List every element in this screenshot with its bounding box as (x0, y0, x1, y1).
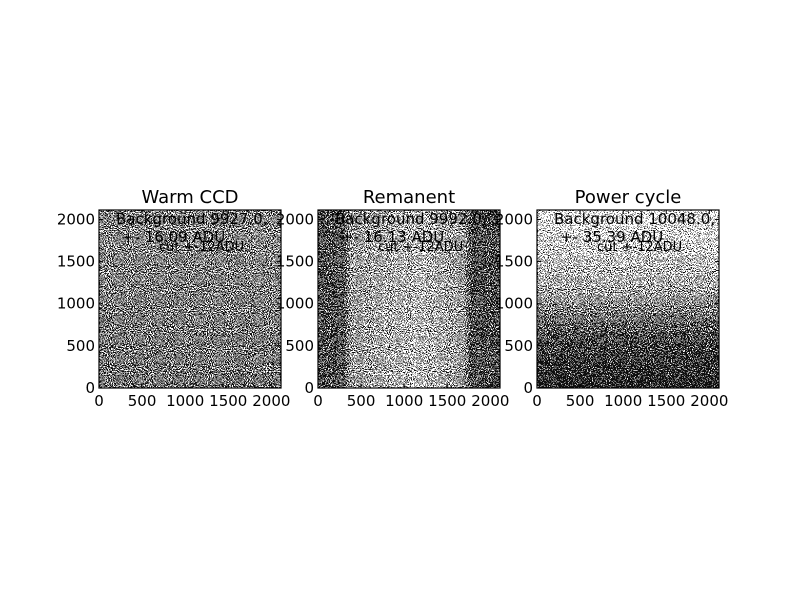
axes-frame (317, 209, 501, 389)
x-tick-label: 1500 (209, 392, 247, 410)
x-tick-label: 1500 (647, 392, 685, 410)
x-tick-label: 0 (532, 392, 542, 410)
note: cut +-12ADU (597, 240, 682, 255)
annotation: Background 10048.0, (554, 210, 715, 228)
y-tick-label: 1000 (276, 295, 314, 313)
x-tick-label: 0 (94, 392, 104, 410)
y-tick-label: 0 (523, 379, 533, 397)
y-tick-label: 0 (304, 379, 314, 397)
panel-title: Remanent (363, 187, 455, 208)
y-tick-label: 2000 (495, 210, 533, 228)
note: cut +-12ADU (378, 240, 463, 255)
y-tick-label: 500 (504, 337, 533, 355)
x-tick-label: 500 (566, 392, 595, 410)
y-tick-label: 0 (85, 379, 95, 397)
panel: 0 500 1000 1500 2000 0 500 1000 1500 2000 Warm CCD… (57, 187, 291, 410)
x-tick-label: 2000 (252, 392, 290, 410)
y-tick-label: 500 (285, 337, 314, 355)
note: cut +-12ADU (159, 240, 244, 255)
panel-title: Power cycle (575, 187, 682, 208)
x-tick-label: 1000 (385, 392, 423, 410)
annotation: Background 9992.0, (335, 210, 487, 228)
y-tick-label: 1000 (495, 295, 533, 313)
image (99, 210, 281, 388)
y-tick-label: 1500 (57, 253, 95, 271)
y-tick-label: 2000 (276, 210, 314, 228)
annotation: +- 16.13 ADU (341, 228, 444, 246)
annotation: +- 16.09 ADU (122, 228, 225, 246)
x-tick-label: 1000 (604, 392, 642, 410)
y-tick-label: 500 (66, 337, 95, 355)
axes-frame (98, 209, 282, 389)
y-tick-label: 1500 (276, 253, 314, 271)
panel-title: Warm CCD (141, 187, 238, 208)
y-tick-label: 1500 (495, 253, 533, 271)
image (537, 210, 719, 388)
x-tick-label: 500 (347, 392, 376, 410)
axes-frame (536, 209, 720, 389)
x-tick-label: 1500 (428, 392, 466, 410)
panel: 0 500 1000 1500 2000 0 500 1000 1500 2000 Power cy… (495, 187, 729, 410)
annotation: +- 35.39 ADU (560, 228, 663, 246)
x-tick-label: 2000 (690, 392, 728, 410)
x-tick-label: 1000 (166, 392, 204, 410)
x-tick-label: 500 (128, 392, 157, 410)
y-tick-label: 2000 (57, 210, 95, 228)
panel: 0 500 1000 1500 2000 0 500 1000 1500 2000 Remanent… (276, 187, 510, 410)
x-tick-label: 0 (313, 392, 323, 410)
image (318, 210, 500, 388)
y-tick-label: 1000 (57, 295, 95, 313)
x-tick-label: 2000 (471, 392, 509, 410)
annotation: Background 9927.0, (116, 210, 268, 228)
